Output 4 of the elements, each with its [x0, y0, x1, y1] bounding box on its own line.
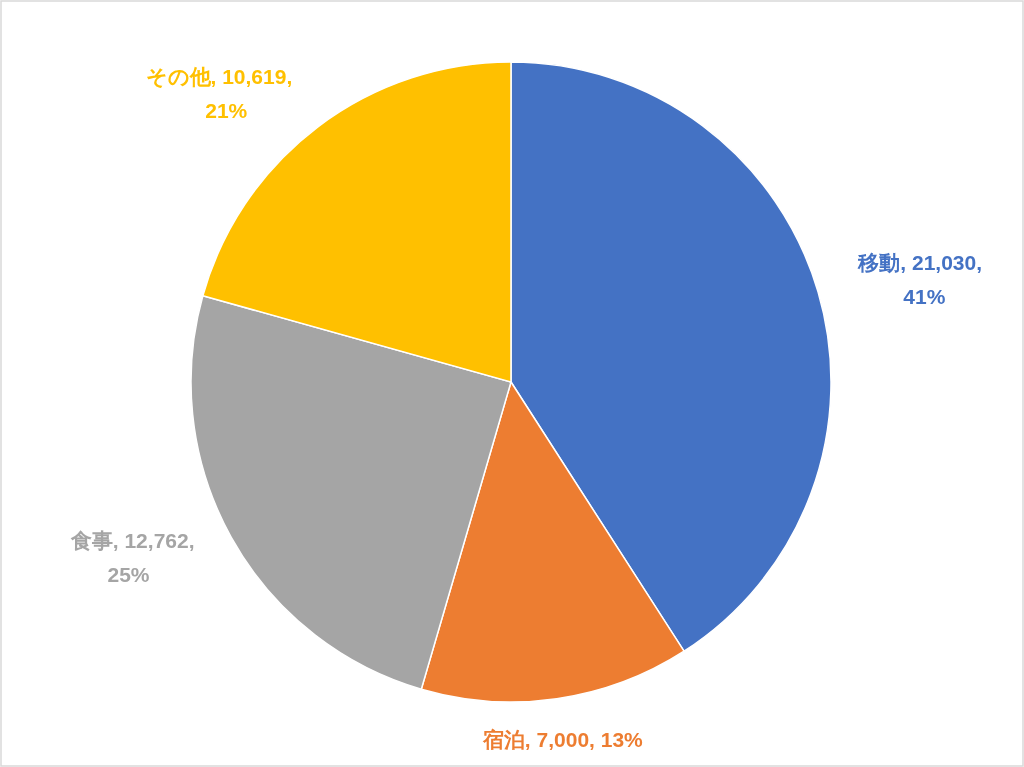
slice-label: その他, 10,619, 21%: [145, 64, 293, 122]
slice-label: 宿泊, 7,000, 13%: [481, 728, 644, 752]
slice-label: 食事, 12,762, 25%: [69, 528, 195, 586]
slice-label: 移動, 21,030, 41%: [857, 250, 983, 308]
